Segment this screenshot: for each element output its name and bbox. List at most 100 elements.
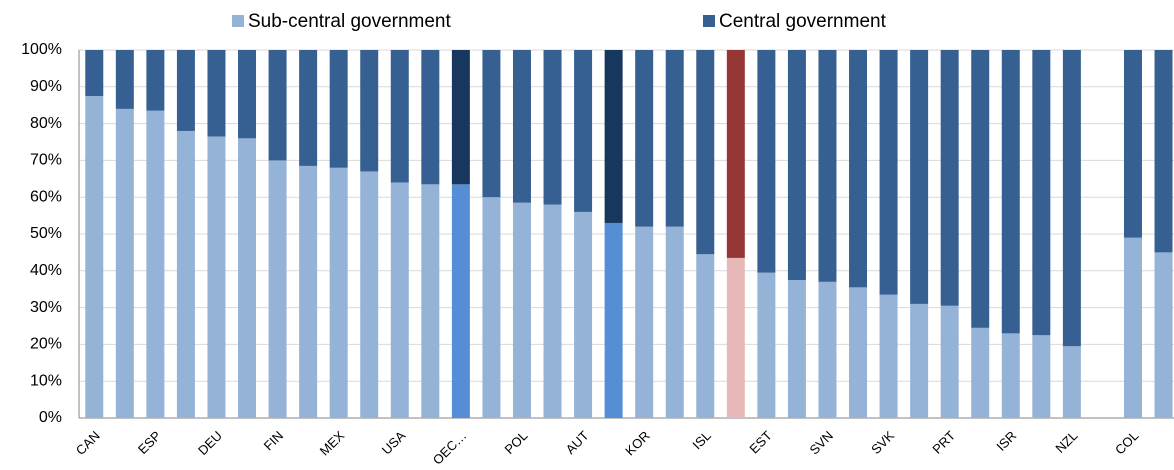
bar-segment: [176, 130, 195, 418]
x-tick-label: FIN: [261, 428, 286, 453]
bar-segment: [390, 182, 409, 418]
bar-segment: [268, 160, 287, 418]
bar-segment: [726, 50, 745, 258]
bar-segment: [176, 50, 195, 131]
bar-segment: [543, 50, 562, 205]
bar-segment: [329, 50, 348, 168]
bar-segment: [421, 50, 440, 185]
bar-segment: [971, 327, 990, 418]
bar-segment: [1032, 50, 1051, 336]
x-tick-label: POL: [502, 428, 531, 457]
x-tick-label: ESP: [135, 428, 164, 457]
bar-segment: [787, 280, 806, 418]
x-tick-label: DEU: [195, 428, 225, 458]
bar-segment: [818, 50, 837, 282]
bar-segment: [299, 50, 318, 166]
x-tick-label: AUT: [563, 428, 592, 457]
y-tick-label: 20%: [30, 336, 62, 353]
bar-segment: [360, 171, 379, 418]
bar-segment: [115, 108, 134, 418]
y-tick-label: 60%: [30, 188, 62, 205]
bar-segment: [146, 50, 165, 111]
bar-segment: [238, 138, 257, 418]
bar-segment: [451, 184, 470, 418]
bar-segment: [482, 197, 501, 418]
bar-segment: [207, 136, 226, 419]
x-tick-label: COL: [1112, 428, 1142, 458]
bar-segment: [849, 287, 868, 418]
x-tick-label: USA: [379, 428, 409, 458]
bar-segment: [85, 96, 104, 418]
bar-segment: [390, 50, 409, 183]
x-tick-label: MEX: [317, 428, 348, 459]
bar-segment: [574, 211, 593, 418]
bar-segment: [910, 50, 929, 304]
bar-segment: [910, 303, 929, 418]
bar-segment: [85, 50, 104, 96]
bar-segment: [665, 226, 684, 418]
bar-segment: [512, 50, 531, 203]
bar-segment: [574, 50, 593, 212]
bar-segment: [360, 50, 379, 172]
bar-segment: [1032, 335, 1051, 418]
bar-segment: [451, 50, 470, 185]
bar-segment: [940, 305, 959, 418]
bar-segment: [696, 254, 715, 418]
x-tick-label: CAN: [73, 428, 103, 458]
bar-segment: [1062, 50, 1081, 347]
bar-segment: [1123, 237, 1142, 418]
y-tick-label: 10%: [30, 372, 62, 389]
legend-swatch: [703, 15, 715, 27]
bar-segment: [1001, 333, 1020, 418]
x-tick-label: SVK: [868, 428, 897, 457]
bar-segment: [604, 222, 623, 418]
bar-segment: [1001, 50, 1020, 334]
y-tick-label: 0%: [39, 409, 62, 426]
y-tick-label: 40%: [30, 262, 62, 279]
bar-segment: [604, 50, 623, 223]
bar-segment: [421, 184, 440, 418]
x-tick-label: KOR: [622, 428, 653, 459]
bar-segment: [1123, 50, 1142, 238]
legend-swatch: [232, 15, 244, 27]
y-tick-label: 100%: [21, 41, 62, 58]
bar-segment: [1154, 252, 1173, 418]
bar-segment: [879, 50, 898, 295]
bar-segment: [665, 50, 684, 227]
bar-segment: [940, 50, 959, 306]
bar-segment: [971, 50, 990, 328]
y-tick-label: 70%: [30, 152, 62, 169]
x-tick-label: OEC…: [430, 428, 470, 468]
y-tick-label: 90%: [30, 78, 62, 95]
bar-segment: [1154, 50, 1173, 253]
bar-segment: [757, 272, 776, 418]
y-tick-label: 30%: [30, 299, 62, 316]
bar-segment: [268, 50, 287, 161]
bar-segment: [879, 294, 898, 418]
y-tick-label: 50%: [30, 225, 62, 242]
bar-segment: [818, 281, 837, 418]
bar-segment: [329, 167, 348, 418]
bar-segment: [726, 257, 745, 418]
x-tick-label: SVN: [807, 428, 837, 458]
bar-segment: [299, 165, 318, 418]
bar-segment: [635, 226, 654, 418]
bar-segment: [696, 50, 715, 255]
bar-segment: [238, 50, 257, 139]
bar-segment: [1062, 346, 1081, 418]
bar-segment: [482, 50, 501, 198]
x-tick-label: PRT: [929, 428, 958, 457]
legend-label: Central government: [719, 11, 887, 32]
x-tick-label: NZL: [1052, 428, 1080, 456]
x-tick-label: ISL: [689, 428, 713, 452]
y-tick-label: 80%: [30, 115, 62, 132]
bar-segment: [115, 50, 134, 109]
bar-segment: [787, 50, 806, 280]
x-tick-label: EST: [746, 428, 775, 457]
bar-segment: [543, 204, 562, 418]
x-tick-label: ISR: [993, 428, 1019, 454]
bar-segment: [849, 50, 868, 288]
bar-segment: [207, 50, 226, 137]
legend-label: Sub-central government: [248, 11, 451, 32]
